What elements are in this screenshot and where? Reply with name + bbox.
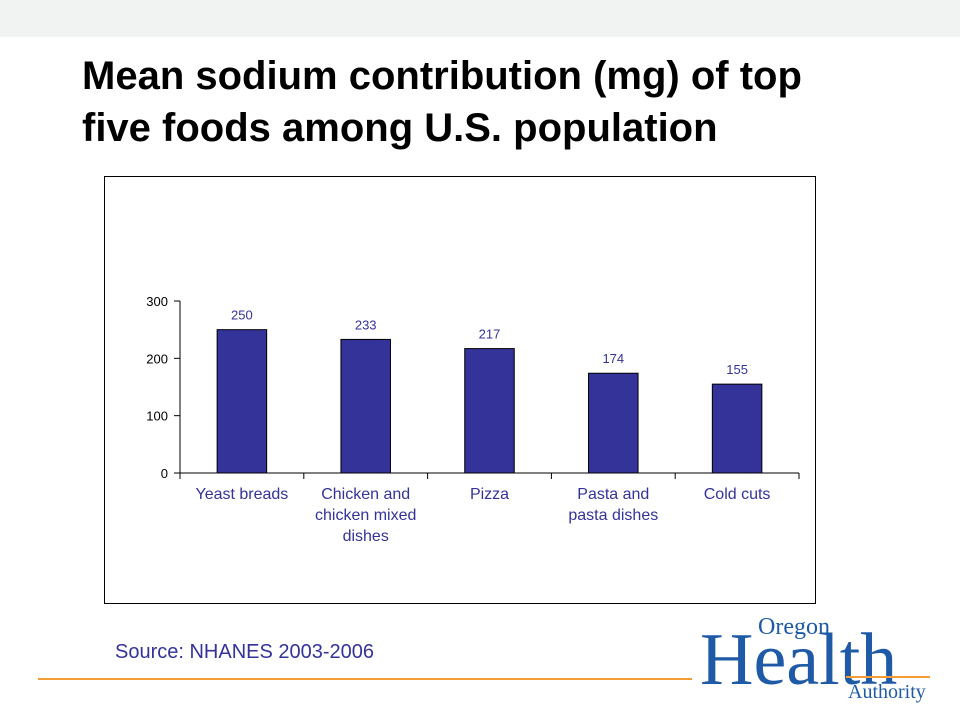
category-label: Chicken and chicken mixed dishes — [315, 486, 416, 545]
category-label: Yeast breads — [195, 486, 288, 503]
title-line-2: five foods among U.S. population — [82, 106, 718, 150]
source-note: Source: NHANES 2003-2006 — [115, 641, 375, 663]
category-label: Pasta and pasta dishes — [568, 486, 658, 524]
bar — [588, 372, 639, 474]
bar — [216, 329, 268, 474]
logo-authority-word: Authority — [848, 681, 926, 703]
data-label: 174 — [602, 351, 624, 366]
category-label-line: Pizza — [470, 486, 509, 503]
data-label: 217 — [479, 327, 501, 342]
slide-title: Mean sodium contribution (mg) of top fiv… — [82, 50, 922, 154]
y-tick-label: 0 — [161, 466, 168, 481]
category-label-line: dishes — [343, 528, 389, 545]
footer-rule — [38, 678, 692, 680]
bar — [340, 338, 391, 474]
category-label: Pizza — [470, 486, 509, 503]
title-line-1: Mean sodium contribution (mg) of top — [82, 54, 802, 98]
category-label-line: Cold cuts — [704, 486, 771, 503]
data-label: 250 — [231, 308, 253, 323]
top-band — [0, 0, 960, 37]
bar — [464, 348, 515, 474]
y-tick-label: 100 — [146, 409, 168, 424]
category-label-line: Yeast breads — [195, 486, 288, 503]
y-tick-label: 200 — [146, 351, 168, 366]
data-label: 155 — [726, 362, 748, 377]
bar — [711, 383, 763, 474]
category-label-line: chicken mixed — [315, 507, 416, 524]
logo-oregon-word: Oregon — [758, 614, 830, 640]
category-label-line: Chicken and — [321, 486, 410, 503]
category-label-line: Pasta and — [577, 486, 649, 503]
category-label-line: pasta dishes — [568, 507, 658, 524]
y-tick-label: 300 — [146, 294, 168, 309]
logo-health-word: Health — [700, 619, 897, 701]
data-label: 233 — [355, 317, 377, 332]
bar-chart: 0 100 200 300 250 Yeast breads 233 Chicken and c… — [146, 294, 800, 545]
oregon-health-authority-logo: Health Oregon Authority — [700, 614, 930, 703]
category-label: Cold cuts — [704, 486, 771, 503]
chart-frame: 0 100 200 300 250 Yeast breads 233 Chicken and c… — [104, 176, 816, 604]
